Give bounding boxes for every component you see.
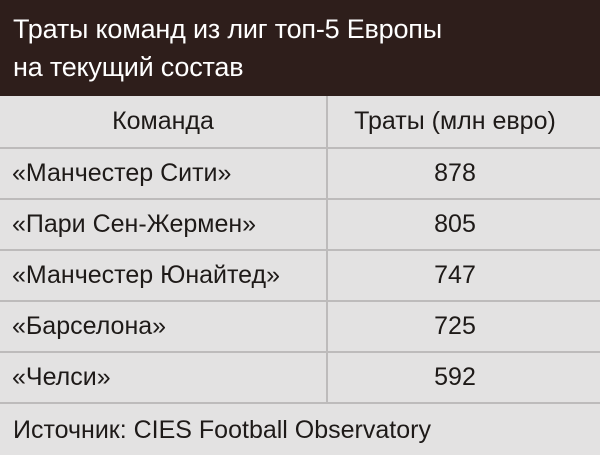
team-name-cell: «Челси»	[0, 353, 328, 402]
table-header-row: Команда Траты (млн евро)	[0, 96, 600, 149]
table-row: «Манчестер Сити» 878	[0, 149, 600, 200]
title-line-1: Траты команд из лиг топ-5 Европы	[13, 14, 442, 44]
table-row: «Манчестер Юнайтед» 747	[0, 251, 600, 302]
table-row: «Барселона» 725	[0, 302, 600, 353]
title-line-2: на текущий состав	[13, 52, 244, 82]
column-header-spending: Траты (млн евро)	[354, 107, 556, 135]
title-banner: Траты команд из лиг топ-5 Европы на теку…	[0, 0, 600, 96]
spending-value-cell: 878	[434, 159, 476, 187]
table-row: «Челси» 592	[0, 353, 600, 404]
spending-table: Команда Траты (млн евро) «Манчестер Сити…	[0, 96, 600, 404]
team-name-cell: «Пари Сен-Жермен»	[0, 200, 328, 249]
column-header-team: Команда	[0, 96, 328, 147]
spending-value-cell: 805	[434, 210, 476, 238]
team-name-cell: «Манчестер Юнайтед»	[0, 251, 328, 300]
table-row: «Пари Сен-Жермен» 805	[0, 200, 600, 251]
spending-value-cell: 747	[434, 261, 476, 289]
spending-value-cell: 592	[434, 363, 476, 391]
team-name-cell: «Манчестер Сити»	[0, 149, 328, 198]
spending-value-cell: 725	[434, 312, 476, 340]
source-note: Источник: CIES Football Observatory	[13, 416, 431, 444]
team-name-cell: «Барселона»	[0, 302, 328, 351]
